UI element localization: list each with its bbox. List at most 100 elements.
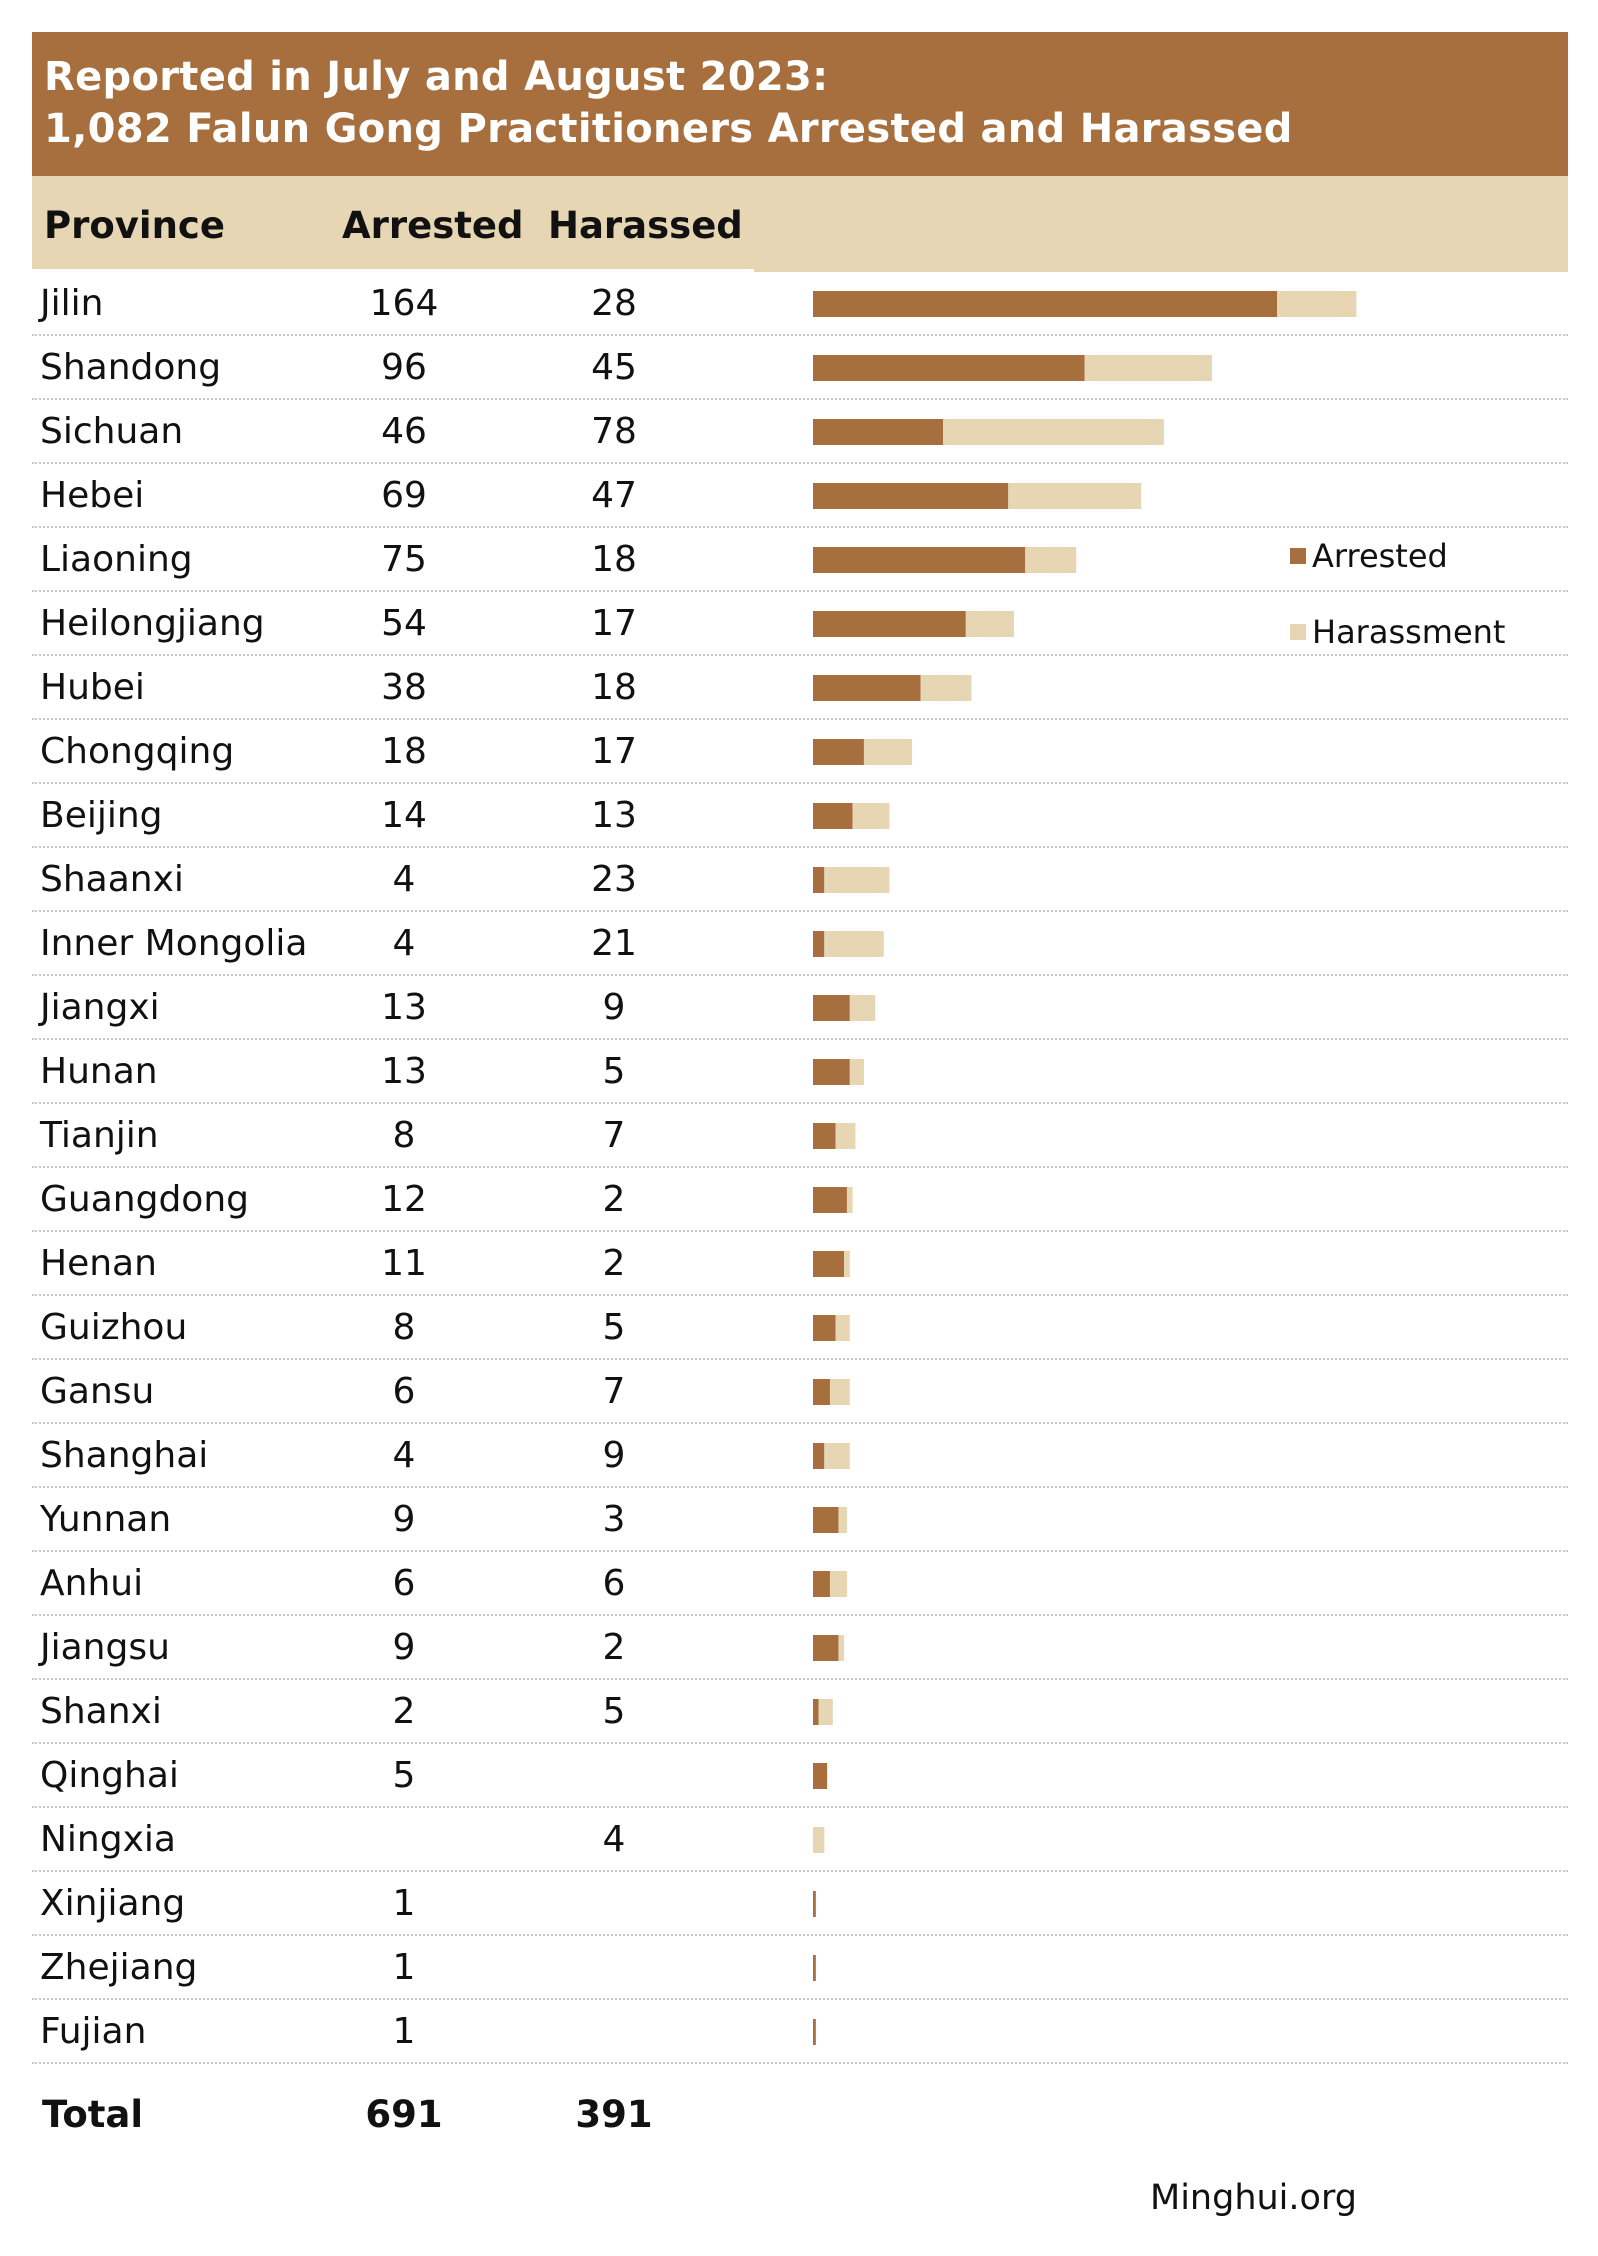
arrested-value-shanxi: 2 xyxy=(392,1691,416,1732)
row-divider xyxy=(32,1934,1568,1936)
harassed-value-gansu: 7 xyxy=(602,1371,626,1412)
total-harassed: 391 xyxy=(575,2093,653,2136)
arrested-value-hunan: 13 xyxy=(381,1051,427,1092)
harassed-value-henan: 2 xyxy=(602,1243,626,1284)
table-row: Hubei 38 18 xyxy=(32,656,1568,720)
province-label-henan: Henan xyxy=(40,1243,157,1284)
harassed-value-jiangxi: 9 xyxy=(602,987,626,1028)
row-divider xyxy=(32,974,1568,976)
arrested-value-fujian: 1 xyxy=(392,2011,416,2052)
province-label-xinjiang: Xinjiang xyxy=(40,1883,186,1924)
table-header: Province Arrested Harassed xyxy=(32,176,1568,272)
province-label-shaanxi: Shaanxi xyxy=(40,859,184,900)
total-label: Total xyxy=(42,2093,144,2136)
province-label-tianjin: Tianjin xyxy=(40,1115,159,1156)
harassed-value-anhui: 6 xyxy=(602,1563,626,1604)
table-row: Heilongjiang 54 17 xyxy=(32,592,1568,656)
table-row: Qinghai 5 xyxy=(32,1744,1568,1808)
row-divider xyxy=(32,1230,1568,1232)
province-label-gansu: Gansu xyxy=(40,1371,155,1412)
harassed-value-shanghai: 9 xyxy=(602,1435,626,1476)
province-label-yunnan: Yunnan xyxy=(40,1499,172,1540)
province-label-beijing: Beijing xyxy=(40,795,163,836)
province-label-guizhou: Guizhou xyxy=(40,1307,188,1348)
table-row: Inner Mongolia 4 21 xyxy=(32,912,1568,976)
arrested-value-shaanxi: 4 xyxy=(392,859,416,900)
arrested-value-guizhou: 8 xyxy=(392,1307,416,1348)
arrested-value-shanghai: 4 xyxy=(392,1435,416,1476)
province-label-ningxia: Ningxia xyxy=(40,1819,176,1860)
table-row: Guizhou 8 5 xyxy=(32,1296,1568,1360)
province-label-hunan: Hunan xyxy=(40,1051,158,1092)
harassed-value-tianjin: 7 xyxy=(602,1115,626,1156)
arrested-value-jiangxi: 13 xyxy=(381,987,427,1028)
table-row: Shaanxi 4 23 xyxy=(32,848,1568,912)
chart-title: Reported in July and August 2023: xyxy=(44,54,829,100)
harassed-value-hubei: 18 xyxy=(591,667,637,708)
arrested-value-tianjin: 8 xyxy=(392,1115,416,1156)
row-divider xyxy=(32,590,1568,592)
row-divider xyxy=(32,1806,1568,1808)
row-divider xyxy=(32,334,1568,336)
row-divider xyxy=(32,782,1568,784)
arrested-value-guangdong: 12 xyxy=(381,1179,427,1220)
province-label-guangdong: Guangdong xyxy=(40,1179,249,1220)
arrested-value-heilongjiang: 54 xyxy=(381,603,427,644)
row-divider xyxy=(32,1038,1568,1040)
table-row: Guangdong 12 2 xyxy=(32,1168,1568,1232)
province-label-hebei: Hebei xyxy=(40,475,145,516)
total-arrested: 691 xyxy=(365,2093,443,2136)
arrested-value-gansu: 6 xyxy=(392,1371,416,1412)
total-row: Total 691 391 xyxy=(32,2085,1568,2145)
source-credit: Minghui.org xyxy=(1150,2178,1357,2218)
header-divider xyxy=(32,269,754,272)
province-label-heilongjiang: Heilongjiang xyxy=(40,603,265,644)
table-row: Fujian 1 xyxy=(32,2000,1568,2064)
harassed-value-shanxi: 5 xyxy=(602,1691,626,1732)
table-row: Zhejiang 1 xyxy=(32,1936,1568,2000)
table-row: Yunnan 9 3 xyxy=(32,1488,1568,1552)
harassed-value-guangdong: 2 xyxy=(602,1179,626,1220)
province-label-shandong: Shandong xyxy=(40,347,222,388)
table-row: Jiangsu 9 2 xyxy=(32,1616,1568,1680)
harassed-value-ningxia: 4 xyxy=(602,1819,626,1860)
arrested-value-sichuan: 46 xyxy=(381,411,427,452)
harassed-value-sichuan: 78 xyxy=(591,411,637,452)
row-divider xyxy=(32,910,1568,912)
column-header-harassed: Harassed xyxy=(548,204,743,247)
province-label-zhejiang: Zhejiang xyxy=(40,1947,198,1988)
row-divider xyxy=(32,2062,1568,2064)
province-label-chongqing: Chongqing xyxy=(40,731,235,772)
table-row: Xinjiang 1 xyxy=(32,1872,1568,1936)
arrested-value-zhejiang: 1 xyxy=(392,1947,416,1988)
table-row: Ningxia 4 xyxy=(32,1808,1568,1872)
harassed-value-inner-mongolia: 21 xyxy=(591,923,637,964)
table-row: Tianjin 8 7 xyxy=(32,1104,1568,1168)
row-divider xyxy=(32,654,1568,656)
row-divider xyxy=(32,526,1568,528)
province-label-jilin: Jilin xyxy=(40,283,104,324)
province-label-liaoning: Liaoning xyxy=(40,539,193,580)
table-row: Jilin 164 28 xyxy=(32,272,1568,336)
title-band: Reported in July and August 2023: 1,082 … xyxy=(32,32,1568,176)
table-row: Hebei 69 47 xyxy=(32,464,1568,528)
row-divider xyxy=(32,1102,1568,1104)
province-label-hubei: Hubei xyxy=(40,667,145,708)
table-row: Jiangxi 13 9 xyxy=(32,976,1568,1040)
table-row: Sichuan 46 78 xyxy=(32,400,1568,464)
province-label-qinghai: Qinghai xyxy=(40,1755,179,1796)
table-row: Hunan 13 5 xyxy=(32,1040,1568,1104)
legend-label-harassment: Harassment xyxy=(1312,613,1506,651)
arrested-value-chongqing: 18 xyxy=(381,731,427,772)
table-row: Shandong 96 45 xyxy=(32,336,1568,400)
legend-swatch-arrested xyxy=(1290,548,1306,564)
row-divider xyxy=(32,1998,1568,2000)
harassed-value-shaanxi: 23 xyxy=(591,859,637,900)
arrested-value-hubei: 38 xyxy=(381,667,427,708)
row-divider xyxy=(32,718,1568,720)
row-divider xyxy=(32,1678,1568,1680)
harassed-value-chongqing: 17 xyxy=(591,731,637,772)
province-label-shanxi: Shanxi xyxy=(40,1691,162,1732)
arrested-value-anhui: 6 xyxy=(392,1563,416,1604)
harassed-value-yunnan: 3 xyxy=(602,1499,626,1540)
